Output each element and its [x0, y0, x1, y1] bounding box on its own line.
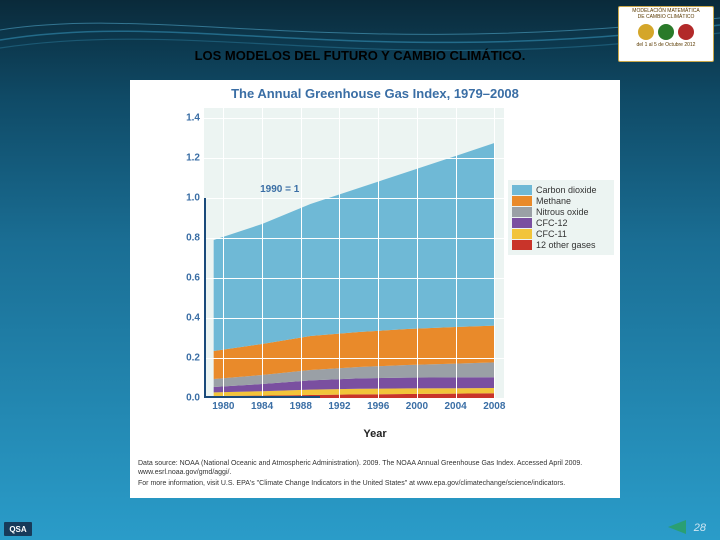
- y-tick-label: 0.6: [170, 273, 204, 284]
- legend-swatch: [512, 240, 532, 250]
- legend-swatch: [512, 218, 532, 228]
- x-tick-label: 2008: [478, 401, 510, 412]
- page-title: LOS MODELOS DEL FUTURO Y CAMBIO CLIMÁTIC…: [0, 48, 720, 63]
- badge-line: del 1 al 5 de Octubre 2012: [621, 43, 711, 49]
- legend-swatch: [512, 185, 532, 195]
- x-tick-label: 2000: [401, 401, 433, 412]
- legend-item: Methane: [512, 196, 610, 206]
- plot-area: 0.00.20.40.60.81.01.21.41980198419881992…: [204, 108, 504, 398]
- reference-label: 1990 = 1: [260, 184, 299, 195]
- chart-title: The Annual Greenhouse Gas Index, 1979–20…: [130, 80, 620, 103]
- footnotes: Data source: NOAA (National Oceanic and …: [138, 457, 612, 492]
- legend-label: CFC-11: [536, 229, 567, 239]
- badge-line: DE CAMBIO CLIMÁTICO: [621, 15, 711, 21]
- legend-item: Nitrous oxide: [512, 207, 610, 217]
- grid-line: [456, 108, 457, 398]
- footnote-line: Data source: NOAA (National Oceanic and …: [138, 460, 612, 478]
- grid-line: [494, 108, 495, 398]
- footnote-line: For more information, visit U.S. EPA's "…: [138, 480, 612, 489]
- y-tick-label: 1.0: [170, 193, 204, 204]
- legend-label: Carbon dioxide: [536, 185, 597, 195]
- legend-swatch: [512, 207, 532, 217]
- plot-wrap: 0.00.20.40.60.81.01.21.41980198419881992…: [184, 108, 614, 416]
- qsa-badge: QSA: [4, 522, 32, 536]
- legend-swatch: [512, 229, 532, 239]
- x-tick-label: 1996: [362, 401, 394, 412]
- grid-line: [204, 398, 504, 399]
- legend-swatch: [512, 196, 532, 206]
- globe-icon: [678, 24, 694, 40]
- x-tick-label: 1992: [323, 401, 355, 412]
- reference-marker: [204, 198, 320, 398]
- grid-line: [417, 108, 418, 398]
- x-tick-label: 1984: [246, 401, 278, 412]
- grid-line: [204, 118, 504, 119]
- y-tick-label: 0.2: [170, 353, 204, 364]
- globe-icon: [658, 24, 674, 40]
- legend-label: 12 other gases: [536, 240, 596, 250]
- y-tick-label: 1.2: [170, 153, 204, 164]
- chart-card: The Annual Greenhouse Gas Index, 1979–20…: [130, 80, 620, 498]
- y-tick-label: 1.4: [170, 113, 204, 124]
- grid-line: [204, 158, 504, 159]
- x-axis-label: Year: [130, 428, 620, 440]
- legend-label: CFC-12: [536, 218, 568, 228]
- legend-item: CFC-12: [512, 218, 610, 228]
- legend-item: CFC-11: [512, 229, 610, 239]
- legend-label: Nitrous oxide: [536, 207, 589, 217]
- legend: Carbon dioxideMethaneNitrous oxideCFC-12…: [508, 180, 614, 255]
- page-number: 28: [694, 522, 706, 534]
- prev-arrow-icon[interactable]: [668, 520, 686, 534]
- x-tick-label: 1980: [207, 401, 239, 412]
- globe-icon: [638, 24, 654, 40]
- slide: LOS MODELOS DEL FUTURO Y CAMBIO CLIMÁTIC…: [0, 0, 720, 540]
- y-tick-label: 0.0: [170, 393, 204, 404]
- legend-item: 12 other gases: [512, 240, 610, 250]
- y-tick-label: 0.4: [170, 313, 204, 324]
- x-tick-label: 1988: [285, 401, 317, 412]
- badge-globes: [621, 24, 711, 40]
- grid-line: [339, 108, 340, 398]
- y-tick-label: 0.8: [170, 233, 204, 244]
- x-tick-label: 2004: [440, 401, 472, 412]
- legend-label: Methane: [536, 196, 571, 206]
- conference-badge: MODELACIÓN MATEMÁTICA DE CAMBIO CLIMÁTIC…: [618, 6, 714, 62]
- legend-item: Carbon dioxide: [512, 185, 610, 195]
- grid-line: [378, 108, 379, 398]
